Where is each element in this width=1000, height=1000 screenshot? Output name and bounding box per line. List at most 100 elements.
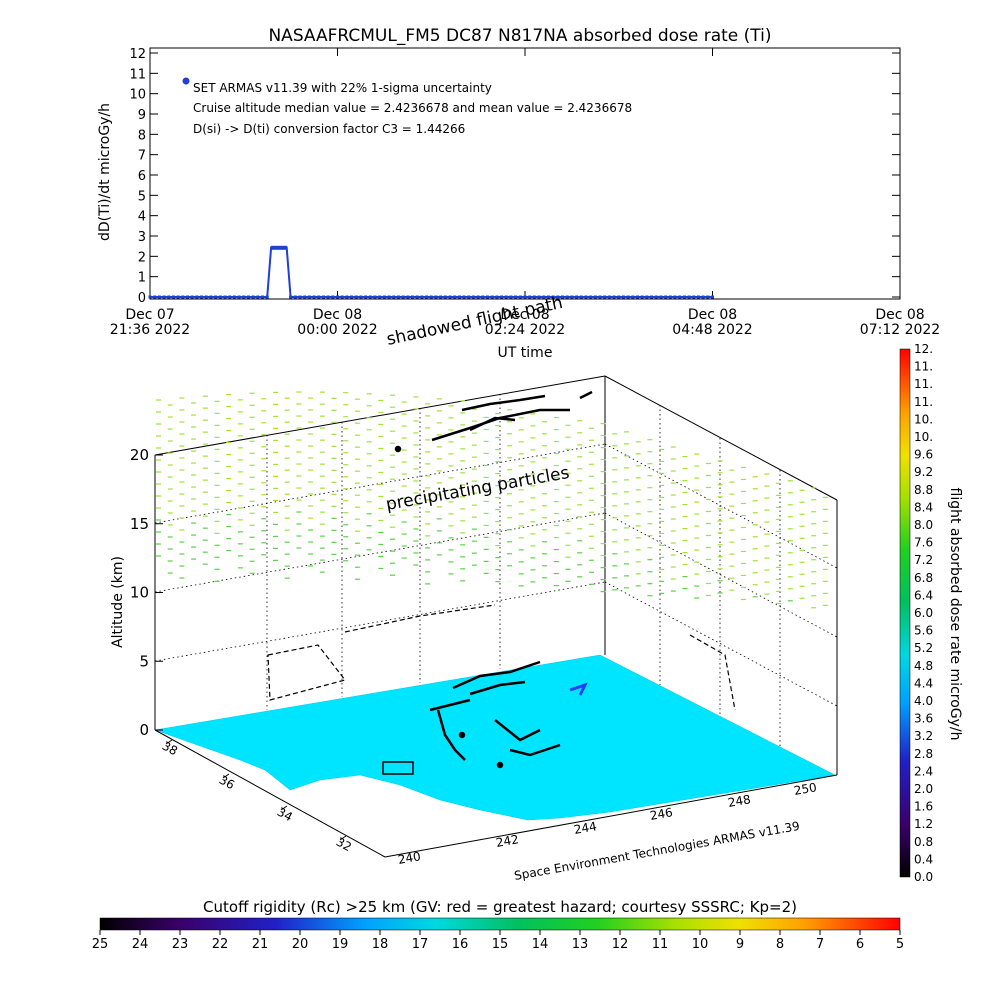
dose-colorbar: 0.0 0.4 0.8 1.2 1.6 2.0 2.4 2.8 3.2 3.6 4.0 4.4 4.8 5… bbox=[899, 342, 963, 884]
y-tick-label: 5 bbox=[138, 189, 146, 204]
data-point bbox=[575, 295, 579, 299]
data-point bbox=[200, 295, 204, 299]
data-point bbox=[396, 295, 400, 299]
dose-tick-label: 4.0 bbox=[914, 694, 933, 708]
dose-colorbar-gradient bbox=[899, 348, 911, 878]
z-tick-label: 20 bbox=[130, 446, 149, 464]
rc-tick-label: 17 bbox=[412, 937, 429, 952]
y-tick-label: 8 bbox=[138, 128, 146, 143]
data-point bbox=[561, 295, 564, 299]
data-point bbox=[650, 295, 654, 299]
x-tick-label-time: 21:36 2022 bbox=[110, 322, 190, 338]
data-point bbox=[350, 295, 354, 299]
annotation-conversion-factor: D(si) -> D(ti) conversion factor C3 = 1.… bbox=[193, 122, 465, 136]
rc-tick-label: 7 bbox=[816, 937, 824, 952]
x-tick-label-time: 07:12 2022 bbox=[860, 322, 940, 338]
rc-tick-label: 13 bbox=[572, 937, 589, 952]
data-point bbox=[565, 295, 569, 299]
data-point bbox=[167, 295, 171, 299]
dose-tick-label: 3.6 bbox=[914, 712, 933, 726]
data-point bbox=[307, 295, 311, 299]
data-point bbox=[303, 295, 307, 299]
data-point bbox=[673, 295, 677, 299]
dose-tick-label: 2.8 bbox=[914, 747, 933, 761]
x-axis-label: UT time bbox=[498, 345, 553, 361]
dose-tick-label: 0.4 bbox=[914, 852, 933, 866]
x-tick-label-date: Dec 08 bbox=[688, 307, 737, 323]
dose-tick-label: 8.8 bbox=[914, 483, 933, 497]
dose-tick-label: 4.4 bbox=[914, 676, 933, 690]
data-point bbox=[706, 295, 710, 299]
rc-tick-label: 5 bbox=[896, 937, 904, 952]
rc-tick-label: 18 bbox=[372, 937, 389, 952]
data-point bbox=[378, 295, 382, 299]
data-point bbox=[373, 295, 377, 299]
data-point bbox=[504, 295, 508, 299]
data-point bbox=[195, 295, 199, 299]
data-point bbox=[354, 295, 358, 299]
data-point bbox=[607, 295, 611, 299]
data-point bbox=[312, 295, 316, 299]
rc-tick-label: 11 bbox=[652, 937, 669, 952]
data-point bbox=[486, 295, 489, 299]
lon-tick-label: 240 bbox=[397, 849, 422, 867]
rigidity-colorbar-ticks: 25 24 23 22 21 20 19 18 17 16 15 14 13 12 11 10 9 8 7 6 5 bbox=[92, 930, 904, 952]
data-point bbox=[242, 295, 246, 299]
data-point bbox=[415, 295, 419, 299]
lat-tick-mark bbox=[222, 773, 230, 779]
data-point bbox=[434, 295, 438, 299]
data-point bbox=[448, 295, 452, 299]
data-point bbox=[692, 295, 696, 299]
rc-tick-label: 24 bbox=[132, 937, 149, 952]
rc-tick-label: 12 bbox=[612, 937, 629, 952]
data-point bbox=[261, 295, 264, 299]
data-point bbox=[621, 295, 625, 299]
dose-tick-label: 4.8 bbox=[914, 659, 933, 673]
flight-path-ground bbox=[429, 660, 561, 769]
lat-tick-mark bbox=[165, 739, 173, 745]
y-tick-label: 2 bbox=[138, 250, 146, 265]
data-point bbox=[542, 295, 546, 299]
dose-tick-label: 1.2 bbox=[914, 817, 933, 831]
data-point bbox=[321, 295, 325, 299]
data-point bbox=[532, 295, 536, 299]
data-point bbox=[711, 295, 714, 299]
x-tick-label-time: 00:00 2022 bbox=[297, 322, 377, 338]
data-point bbox=[265, 295, 269, 299]
data-point bbox=[401, 295, 405, 299]
data-point bbox=[232, 295, 236, 299]
lat-tick-mark bbox=[280, 805, 288, 811]
dose-tick-label: 9.6 bbox=[914, 448, 933, 462]
data-point bbox=[579, 295, 583, 299]
data-point bbox=[481, 295, 485, 299]
data-point bbox=[251, 295, 255, 299]
data-point bbox=[612, 295, 616, 299]
rc-tick-label: 14 bbox=[532, 937, 549, 952]
dose-tick-label: 6.0 bbox=[914, 606, 933, 620]
data-point bbox=[659, 295, 663, 299]
data-point bbox=[687, 295, 691, 299]
3d-box bbox=[154, 375, 838, 858]
data-point bbox=[209, 295, 213, 299]
rc-tick-label: 8 bbox=[776, 937, 784, 952]
legend-marker bbox=[182, 77, 190, 85]
data-point bbox=[157, 295, 161, 299]
data-point bbox=[453, 295, 457, 299]
dose-tick-label: 3.2 bbox=[914, 729, 933, 743]
data-point bbox=[420, 295, 424, 299]
x-tick-label-date: Dec 08 bbox=[875, 307, 924, 323]
data-point bbox=[495, 295, 499, 299]
data-point bbox=[171, 295, 175, 299]
rc-tick-label: 22 bbox=[212, 937, 229, 952]
y-tick-label: 1 bbox=[138, 271, 146, 286]
data-point bbox=[701, 295, 705, 299]
data-point bbox=[256, 295, 260, 299]
legend-label: SET ARMAS v11.39 with 22% 1-sigma uncert… bbox=[193, 81, 492, 95]
data-point bbox=[345, 295, 349, 299]
dose-tick-label: 8.0 bbox=[914, 518, 933, 532]
data-point bbox=[223, 295, 227, 299]
